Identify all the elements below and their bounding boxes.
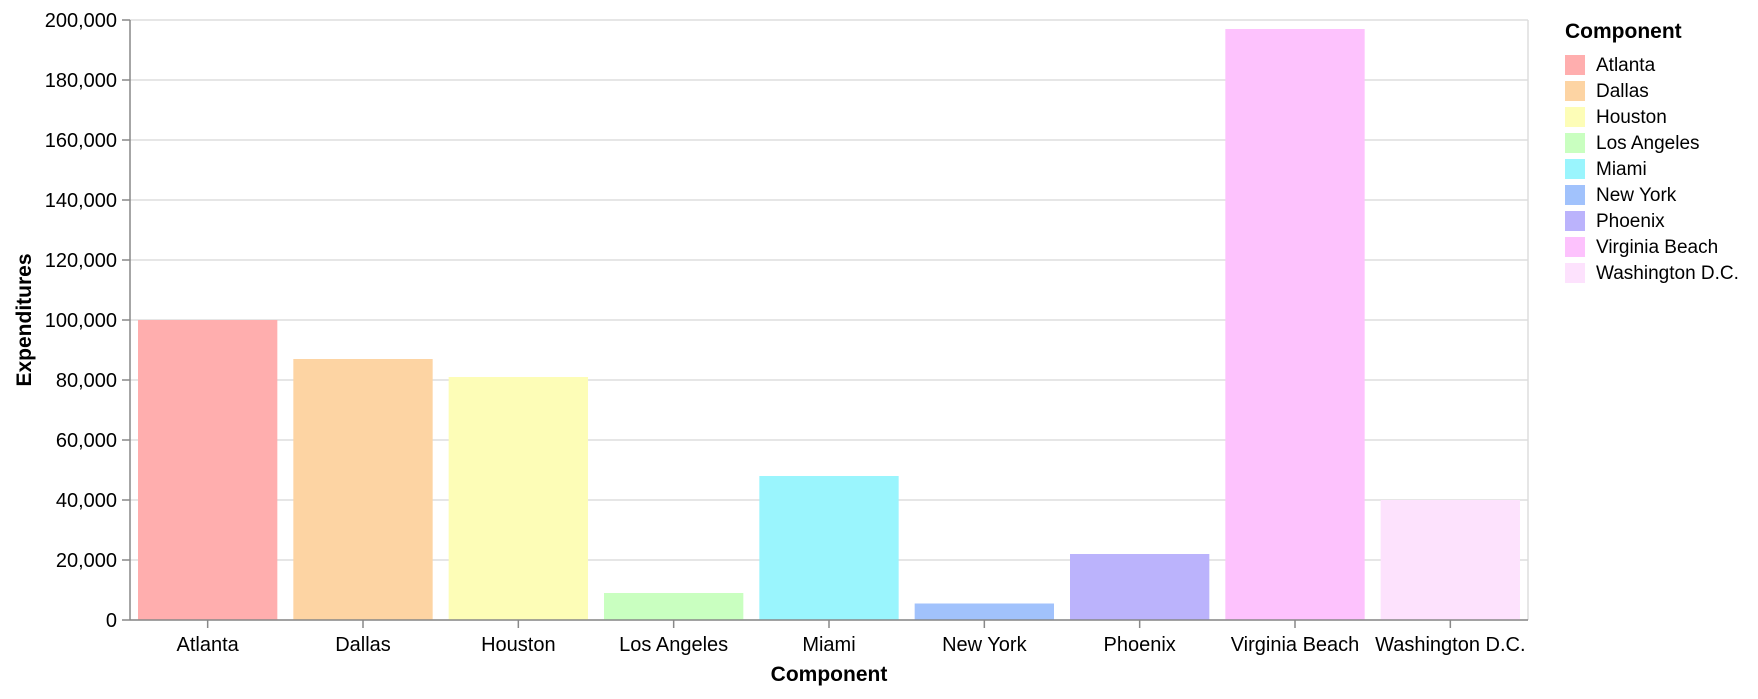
bar-virginia-beach <box>1225 29 1365 620</box>
legend-swatch <box>1565 81 1585 101</box>
bar-los-angeles <box>604 593 744 620</box>
x-tick-label: Miami <box>802 634 855 656</box>
legend-label: New York <box>1596 185 1677 206</box>
y-tick-label: 180,000 <box>45 70 117 92</box>
y-tick-label: 160,000 <box>45 130 117 152</box>
legend-label: Phoenix <box>1596 211 1665 232</box>
x-tick-label: Dallas <box>335 634 391 656</box>
y-tick-label: 0 <box>106 610 117 632</box>
legend-swatch <box>1565 55 1585 75</box>
x-axis-title: Component <box>771 663 888 686</box>
bars <box>138 29 1520 620</box>
bar-atlanta <box>138 320 278 620</box>
legend-swatch <box>1565 133 1585 153</box>
legend-label: Miami <box>1596 159 1647 180</box>
legend-label: Dallas <box>1596 81 1649 102</box>
y-tick-label: 20,000 <box>56 550 117 572</box>
y-tick-label: 140,000 <box>45 190 117 212</box>
x-tick-label: Phoenix <box>1104 634 1176 656</box>
x-tick-label: New York <box>942 634 1027 656</box>
legend-label: Washington D.C. <box>1596 263 1739 284</box>
x-tick-label: Houston <box>481 634 556 656</box>
bar-phoenix <box>1070 554 1210 620</box>
x-tick-label: Los Angeles <box>619 634 728 656</box>
y-tick-label: 120,000 <box>45 250 117 272</box>
bar-miami <box>759 476 899 620</box>
x-tick-label: Virginia Beach <box>1231 634 1360 656</box>
legend-swatch <box>1565 159 1585 179</box>
y-tick-label: 100,000 <box>45 310 117 332</box>
legend-title: Component <box>1565 20 1682 43</box>
legend: Component Atlanta Dallas Houston Los Angeles… <box>1565 20 1739 284</box>
legend-label: Houston <box>1596 107 1667 128</box>
legend-swatch <box>1565 211 1585 231</box>
legend-label: Atlanta <box>1596 55 1656 76</box>
y-tick-label: 200,000 <box>45 10 117 32</box>
legend-swatch <box>1565 263 1585 283</box>
y-axis-title: Expenditures <box>13 253 36 386</box>
y-tick-label: 40,000 <box>56 490 117 512</box>
legend-label: Los Angeles <box>1596 133 1700 154</box>
legend-swatch <box>1565 107 1585 127</box>
x-tick-label: Atlanta <box>177 634 240 656</box>
bar-dallas <box>293 359 433 620</box>
bar-washington-d-c <box>1380 500 1520 620</box>
bar-new-york <box>914 603 1054 620</box>
legend-label: Virginia Beach <box>1596 237 1718 258</box>
legend-swatch <box>1565 237 1585 257</box>
y-tick-label: 60,000 <box>56 430 117 452</box>
axes: 0 20,000 40,000 60,000 80,000 100,000 120,000 1… <box>13 10 1528 686</box>
x-tick-label: Washington D.C. <box>1375 634 1525 656</box>
legend-swatch <box>1565 185 1585 205</box>
y-tick-label: 80,000 <box>56 370 117 392</box>
bar-houston <box>448 377 588 620</box>
